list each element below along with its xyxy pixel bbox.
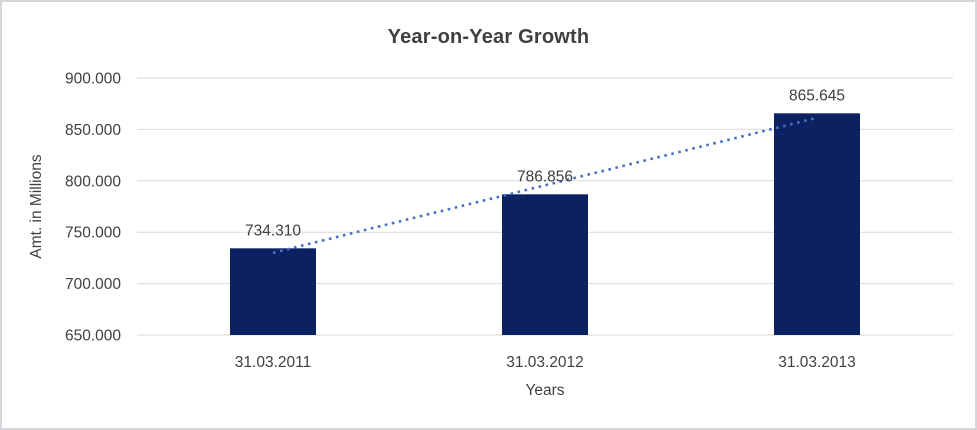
chart-title: Year-on-Year Growth [387, 26, 590, 48]
x-axis-title: Years [525, 382, 564, 399]
bar-value-label: 865.645 [789, 87, 845, 104]
bar-value-label: 786.856 [517, 168, 573, 185]
bar [502, 194, 588, 335]
x-tick-label: 31.03.2012 [506, 354, 584, 371]
y-tick-label: 800.000 [65, 173, 121, 190]
y-axis-title: Amt. in Millions [28, 154, 45, 258]
x-tick-label: 31.03.2013 [778, 354, 856, 371]
y-tick-label: 900.000 [65, 71, 121, 88]
x-tick-label: 31.03.2011 [235, 354, 311, 371]
y-tick-label: 650.000 [65, 328, 121, 345]
y-tick-label: 750.000 [65, 225, 121, 242]
bar [230, 248, 316, 335]
bar-value-label: 734.310 [245, 222, 301, 239]
bar [774, 113, 860, 335]
y-tick-label: 850.000 [65, 122, 121, 139]
y-tick-label: 700.000 [65, 276, 121, 293]
